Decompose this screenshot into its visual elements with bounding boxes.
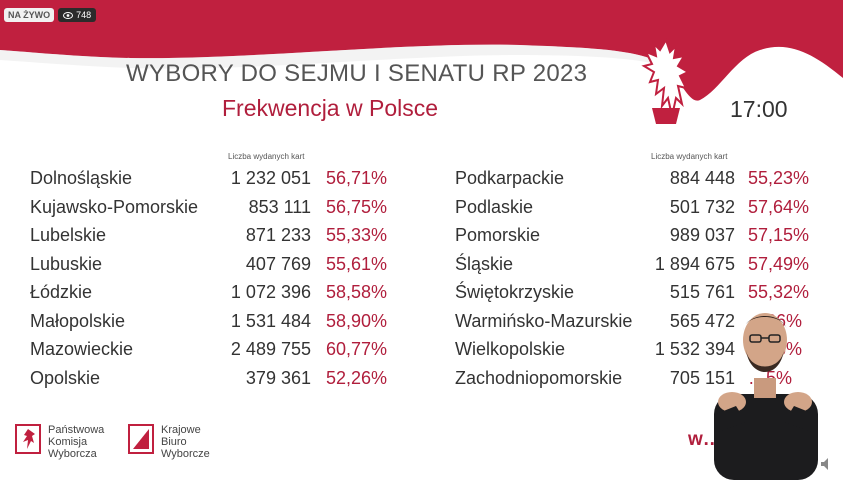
voivodeship-name: Mazowieckie [30, 339, 134, 359]
pkw-emblem-icon [15, 424, 41, 454]
voivodeship-name: Warmińsko-Mazurskie [455, 310, 633, 331]
table-row: Kujawsko-Pomorskie 853 111 56,75% [30, 197, 410, 219]
kbw-line1: Krajowe [161, 424, 201, 436]
table-row: Małopolskie 1 531 484 58,90% [30, 311, 410, 333]
ballot-count: 1 531 484 [230, 310, 311, 331]
pkw-logo: Państwowa Komisja Wyborcza [15, 424, 104, 460]
voivodeship-name: Dolnośląskie [30, 168, 133, 188]
voivodeship-name: Świętokrzyskie [455, 282, 575, 302]
voivodeship-name: Lubuskie [30, 253, 103, 274]
ballot-count: 501 732 [669, 196, 735, 217]
table-row: Zachodniopomorskie 705 151 …5% [455, 368, 835, 390]
voivodeship-name: Pomorskie [455, 225, 541, 245]
ballot-count: 1 232 051 [230, 168, 311, 188]
kbw-emblem-icon [128, 424, 154, 454]
ballot-count: 1 072 396 [230, 282, 311, 302]
page-subtitle: Frekwencja w Polsce [222, 95, 439, 121]
pkw-line3: Wyborcza [48, 448, 97, 460]
voivodeship-name: Małopolskie [30, 310, 126, 331]
table-row: Łódzkie 1 072 396 58,58% [30, 282, 410, 304]
turnout-percentage: 58,58% [326, 282, 388, 302]
kbw-line2: Biuro [161, 436, 187, 448]
red-wave-banner [0, 0, 843, 101]
turnout-percentage: 57,49% [748, 253, 810, 274]
eye-icon [63, 11, 74, 19]
ballot-count: 853 111 [248, 196, 311, 217]
ballot-count: 989 037 [669, 225, 735, 245]
turnout-percentage: 55,61% [326, 253, 388, 274]
turnout-percentage: 55,33% [326, 225, 388, 245]
turnout-percentage: 57,15% [748, 225, 810, 245]
pkw-line2: Komisja [48, 436, 88, 448]
ballot-count: 705 151 [669, 367, 735, 388]
table-row: Śląskie 1 894 675 57,49% [455, 254, 835, 276]
right-column-header: Liczba wydanych kart [651, 152, 728, 161]
table-row: Podkarpackie 884 448 55,23% [455, 168, 835, 190]
voivodeship-name: Opolskie [30, 367, 101, 388]
ballot-count: 871 233 [245, 225, 311, 245]
voivodeship-name: Wielkopolskie [455, 339, 566, 359]
turnout-percentage: 57,64% [748, 196, 810, 217]
table-row: Mazowieckie 2 489 755 60,77% [30, 339, 410, 361]
table-row: Podlaskie 501 732 57,64% [455, 197, 835, 219]
speaker-icon[interactable] [819, 456, 835, 472]
page-title: WYBORY DO SEJMU I SENATU RP 2023 [126, 60, 588, 87]
ballot-count: 1 894 675 [654, 253, 735, 274]
voivodeship-name: Lubelskie [30, 225, 107, 245]
ballot-count: 2 489 755 [230, 339, 311, 359]
viewer-count-value: 748 [76, 10, 92, 20]
turnout-percentage: 56,71% [326, 168, 388, 188]
turnout-percentage: 60,77% [326, 339, 388, 359]
table-row: Świętokrzyskie 515 761 55,32% [455, 282, 835, 304]
pkw-line1: Państwowa [48, 424, 105, 436]
left-column-header: Liczba wydanych kart [228, 152, 305, 161]
kbw-line3: Wyborcze [161, 448, 210, 460]
white-eagle-icon [641, 38, 691, 124]
ballot-count: 565 472 [669, 310, 735, 331]
ballot-count: 1 532 394 [654, 339, 735, 359]
voivodeship-name: Łódzkie [30, 282, 93, 302]
ballot-count: 515 761 [669, 282, 735, 302]
website-link[interactable]: w… [688, 429, 722, 450]
kbw-logo: Krajowe Biuro Wyborcze [128, 424, 210, 460]
table-row: Opolskie 379 361 52,26% [30, 368, 410, 390]
voivodeship-name: Podkarpackie [455, 168, 565, 188]
turnout-percentage: 58,90% [326, 310, 388, 331]
voivodeship-name: Kujawsko-Pomorskie [30, 196, 199, 217]
ballot-count: 407 769 [245, 253, 311, 274]
voivodeship-name: Śląskie [455, 253, 514, 274]
turnout-percentage: 52,26% [326, 367, 388, 388]
time-label: 17:00 [730, 96, 788, 122]
table-row: Pomorskie 989 037 57,15% [455, 225, 835, 247]
viewer-count: 748 [58, 8, 97, 22]
ballot-count: 884 448 [669, 168, 735, 188]
table-row: Lubuskie 407 769 55,61% [30, 254, 410, 276]
turnout-percentage: 56,75% [326, 196, 388, 217]
voivodeship-name: Podlaskie [455, 196, 534, 217]
live-badge: NA ŻYWO [4, 8, 55, 22]
voivodeship-name: Zachodniopomorskie [455, 367, 623, 388]
turnout-percentage: 55,32% [748, 282, 810, 302]
sign-language-interpreter [714, 313, 818, 480]
live-indicator: NA ŻYWO 748 [4, 8, 97, 22]
table-row: Lubelskie 871 233 55,33% [30, 225, 410, 247]
table-row: Dolnośląskie 1 232 051 56,71% [30, 168, 410, 190]
ballot-count: 379 361 [245, 367, 311, 388]
turnout-percentage: 55,23% [748, 168, 810, 188]
